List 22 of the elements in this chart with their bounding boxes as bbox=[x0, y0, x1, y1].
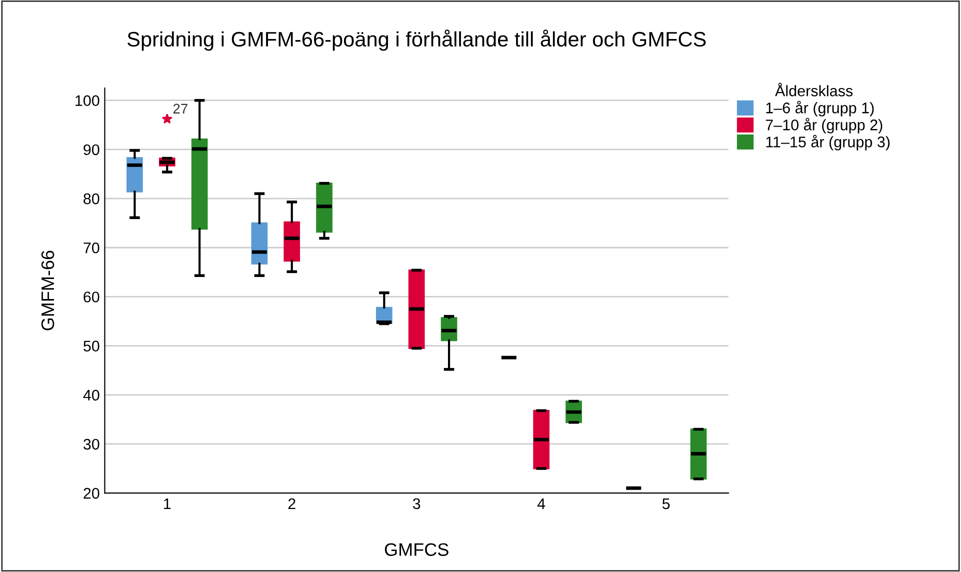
y-tick-label: 50 bbox=[84, 340, 100, 352]
legend-label: 1–6 år (grupp 1) bbox=[766, 100, 874, 116]
x-tick-label: 5 bbox=[662, 498, 670, 510]
y-tick-label: 100 bbox=[76, 95, 100, 106]
x-tick-label: 4 bbox=[537, 498, 546, 509]
y-tick-label: 90 bbox=[84, 144, 100, 156]
y-tick-label: 60 bbox=[84, 292, 100, 302]
chart-title: Spridning i GMFM-66-poäng i förhållande till ålder och GMFCS bbox=[128, 30, 706, 51]
legend-label: 11–15 år (grupp 3) bbox=[766, 134, 890, 150]
y-tick-label: 70 bbox=[84, 242, 100, 254]
legend-label: 7–10 år (grupp 2) bbox=[766, 118, 882, 134]
y-tick-label: 40 bbox=[83, 390, 100, 401]
x-axis-title: GMFCS bbox=[384, 543, 448, 556]
y-tick-label: 80 bbox=[84, 193, 100, 204]
x-tick-label: 1 bbox=[164, 498, 171, 509]
x-tick-label: 2 bbox=[288, 498, 296, 509]
x-tick-label: 3 bbox=[412, 498, 420, 510]
legend-title: Åldersklass bbox=[775, 82, 853, 96]
annotation: 27 bbox=[173, 104, 188, 114]
y-axis-title: GMFM-66 bbox=[41, 250, 54, 330]
y-tick-label: 20 bbox=[84, 488, 100, 499]
y-tick-label: 30 bbox=[83, 438, 100, 450]
